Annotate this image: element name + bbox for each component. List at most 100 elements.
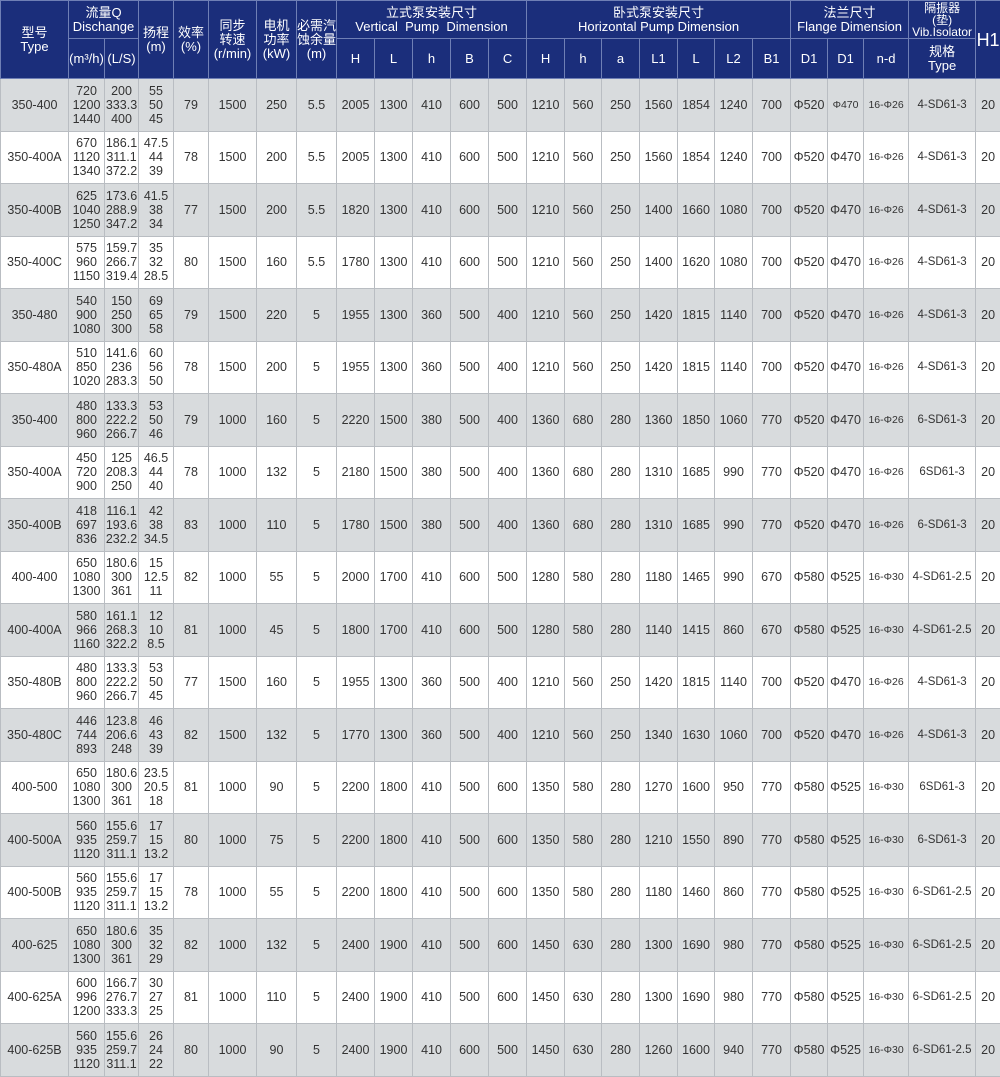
cell-line: 361 — [111, 584, 132, 599]
cell-h-l1: 1210 — [639, 813, 679, 867]
cell-h-h: 1210 — [526, 340, 566, 394]
cell-flange-nd: 16-Φ26 — [863, 183, 910, 237]
cell-h-l2: 1140 — [714, 340, 754, 394]
cell-isolator-type: 6-SD61-2.5 — [908, 970, 977, 1024]
cell-v-l: 1900 — [374, 970, 413, 1024]
cell-line: 935 — [76, 1042, 97, 1057]
cell-flange-nd: 16-Φ30 — [863, 865, 910, 919]
cell-line: 56 — [149, 360, 163, 375]
cell-v-h: 1780 — [336, 235, 375, 289]
cell-flow-ls: 116.1 193.6 232.2 — [104, 498, 139, 552]
cell-h-l2: 980 — [714, 970, 754, 1024]
cell-line: 1160 — [73, 636, 100, 651]
cell-v-h-small: 410 — [412, 1023, 451, 1077]
cell-line: 15 — [149, 885, 163, 900]
cell-flow-ls: 123.8 206.6 248 — [104, 708, 139, 762]
cell-v-l: 1800 — [374, 813, 413, 867]
cell-line: 283.3 — [105, 374, 138, 389]
header-vertical-cn: 立式泵安装尺寸 — [386, 4, 478, 20]
cell-v-l: 1300 — [374, 183, 413, 237]
cell-speed: 1000 — [208, 813, 257, 867]
cell-h-l1: 1270 — [639, 760, 679, 814]
cell-flow-m3h: 560 935 1120 — [68, 813, 105, 867]
cell-line: 800 — [76, 412, 97, 427]
cell-v-c: 400 — [487, 708, 528, 762]
cell-power: 45 — [256, 603, 297, 657]
cell-v-h: 1780 — [336, 498, 375, 552]
cell-npsh: 5 — [296, 1023, 337, 1077]
cell-line: 60 — [149, 346, 163, 361]
cell-h-l2: 1240 — [714, 78, 754, 132]
cell-flow-m3h: 575 960 1150 — [68, 235, 105, 289]
cell-h-h-small: 680 — [564, 393, 603, 447]
header-h-l2: L2 — [714, 38, 754, 79]
cell-isolator-type: 6-SD61-2.5 — [908, 1023, 977, 1077]
cell-flange-d1: Φ580 — [790, 1023, 829, 1077]
cell-line: 580 — [76, 608, 97, 623]
cell-line: 65 — [149, 307, 163, 322]
header-vertical-en: Vertical Pump Dimension — [355, 18, 508, 34]
header-type-cn: 型号 — [21, 24, 48, 40]
cell-line: 34 — [149, 216, 163, 231]
cell-line: 311.1 — [106, 899, 137, 914]
cell-flange-nd: 16-Φ30 — [863, 760, 910, 814]
cell-flange-d1: Φ520 — [790, 78, 829, 132]
cell-v-c: 500 — [487, 183, 528, 237]
cell-npsh: 5 — [296, 970, 337, 1024]
header-h-a: a — [601, 38, 641, 79]
cell-h-l: 1815 — [677, 655, 716, 709]
cell-flange-d1-b: Φ470 — [827, 235, 865, 289]
cell-line: 47.5 — [143, 136, 169, 151]
cell-v-b: 600 — [450, 603, 489, 657]
cell-v-c: 500 — [487, 1023, 528, 1077]
cell-h-l1: 1400 — [639, 235, 679, 289]
cell-h1: 20 — [975, 288, 1000, 342]
header-v-c: C — [487, 38, 528, 79]
cell-v-h-small: 410 — [412, 183, 451, 237]
cell-h-l: 1815 — [677, 340, 716, 394]
cell-efficiency: 81 — [173, 970, 209, 1024]
header-head-unit: (m) — [146, 38, 166, 54]
cell-line: 39 — [149, 741, 163, 756]
cell-power: 200 — [256, 130, 297, 184]
cell-line: 1300 — [72, 794, 101, 809]
cell-power: 90 — [256, 1023, 297, 1077]
cell-head: 47.5 44 39 — [138, 130, 174, 184]
cell-line: 53 — [149, 398, 163, 413]
cell-flange-nd: 16-Φ30 — [863, 550, 910, 604]
cell-line: 29 — [149, 951, 163, 966]
cell-npsh: 5 — [296, 445, 337, 499]
cell-h-l1: 1310 — [639, 445, 679, 499]
cell-isolator-type: 6SD61-3 — [908, 760, 977, 814]
cell-line: 58 — [149, 321, 163, 336]
cell-v-h: 1820 — [336, 183, 375, 237]
cell-line: 268.3 — [105, 622, 138, 637]
cell-efficiency: 80 — [173, 813, 209, 867]
cell-h-l: 1685 — [677, 445, 716, 499]
cell-v-h-small: 410 — [412, 970, 451, 1024]
cell-h1: 20 — [975, 1023, 1000, 1077]
cell-flange-d1-b: Φ525 — [827, 760, 865, 814]
cell-speed: 1500 — [208, 130, 257, 184]
cell-npsh: 5 — [296, 865, 337, 919]
cell-model: 350-400 — [0, 78, 69, 132]
cell-v-c: 400 — [487, 340, 528, 394]
cell-line: 311.1 — [106, 846, 137, 861]
cell-line: 480 — [76, 661, 97, 676]
cell-line: 12.5 — [143, 570, 169, 585]
cell-line: 333.3 — [105, 97, 138, 112]
cell-h-h: 1210 — [526, 655, 566, 709]
cell-line: 161.1 — [105, 608, 138, 623]
cell-v-l: 1700 — [374, 603, 413, 657]
cell-h-b1: 670 — [752, 603, 792, 657]
cell-efficiency: 78 — [173, 445, 209, 499]
cell-line: 206.6 — [105, 727, 138, 742]
cell-flange-d1-b: Φ470 — [827, 288, 865, 342]
cell-head: 41.5 38 34 — [138, 183, 174, 237]
cell-line: 300 — [111, 321, 132, 336]
cell-v-c: 400 — [487, 288, 528, 342]
cell-line: 208.3 — [105, 465, 138, 480]
cell-h-b1: 700 — [752, 655, 792, 709]
cell-line: 361 — [111, 951, 132, 966]
header-eff-unit: (%) — [180, 38, 202, 54]
